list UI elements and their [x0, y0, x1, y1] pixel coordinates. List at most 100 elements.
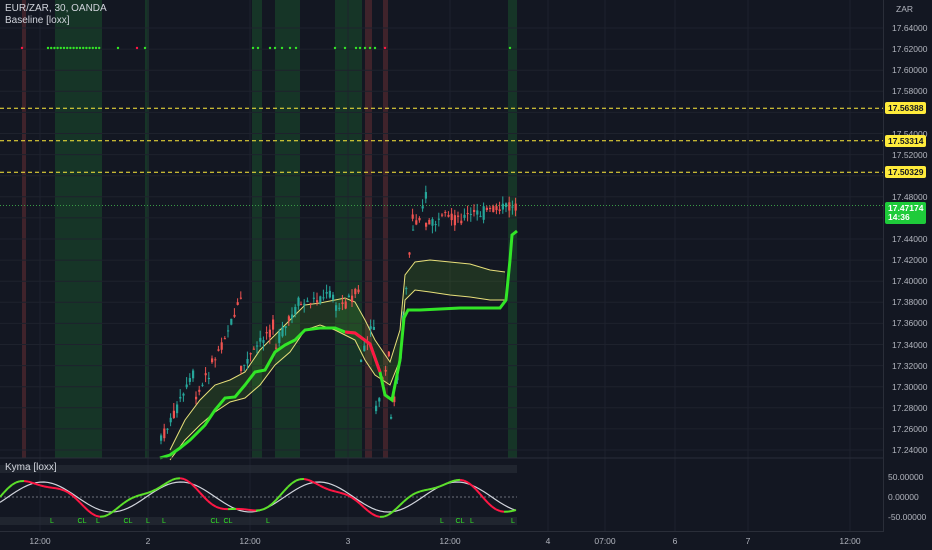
candle-body	[176, 404, 179, 414]
candle-body	[390, 416, 393, 419]
kyma-segment	[331, 489, 337, 493]
signal-dot	[88, 46, 91, 50]
kyma-segment	[279, 490, 285, 497]
kyma-segment	[27, 480, 33, 484]
price-axis[interactable]: ZAR 17.64000 17.62000 17.60000 17.58000 17.5…	[883, 0, 932, 532]
kyma-segment	[343, 492, 349, 497]
kyma-segment	[247, 508, 253, 512]
kyma-segment	[115, 505, 121, 511]
regime-stripe	[365, 0, 372, 458]
band-lower	[169, 289, 505, 461]
kyma-segment	[303, 478, 309, 481]
price-tick-label: 17.26000	[892, 423, 928, 434]
symbol-legend[interactable]: EUR/ZAR, 30, OANDA	[5, 3, 107, 14]
price-chart[interactable]: L CL L CL L L CL CL L L CL L L	[0, 0, 884, 532]
kyma-segment	[195, 487, 201, 494]
kyma-segment	[351, 496, 357, 502]
kyma-segment	[163, 481, 169, 486]
kyma-segment	[59, 488, 65, 492]
candle-body	[297, 297, 300, 306]
candle-body	[204, 373, 207, 376]
candle-body	[275, 347, 278, 349]
candle-body	[246, 359, 249, 364]
kyma-segment	[483, 497, 489, 504]
candle-body	[179, 396, 182, 399]
signal-dot	[62, 46, 66, 50]
candle-body	[363, 345, 366, 351]
signal-dot	[59, 46, 62, 50]
regime-stripe	[508, 0, 517, 458]
oscillator-tick-label: 0.00000	[888, 492, 919, 502]
signal-dot	[383, 46, 387, 50]
price-tick-label: 17.32000	[892, 360, 928, 371]
time-tick-label: 7	[745, 536, 751, 546]
time-tick-label: 12:00	[29, 536, 51, 546]
signal-label: L	[470, 518, 474, 525]
kyma-segment	[287, 482, 293, 488]
candle-body	[272, 319, 275, 330]
signal-label: CL	[456, 518, 465, 525]
candle-body	[405, 288, 408, 290]
kyma-segment	[419, 489, 425, 493]
kyma-segment	[439, 483, 445, 488]
candle-body	[482, 206, 485, 220]
baseline-bear-segment	[344, 330, 382, 373]
signal-label: L	[440, 518, 444, 525]
kyma-segment	[199, 492, 205, 498]
regime-stripe	[55, 0, 102, 458]
price-level-tag: 17.56388	[885, 102, 927, 115]
band-upper	[169, 259, 506, 451]
candle-body	[259, 337, 262, 342]
kyma-segment	[315, 482, 321, 487]
candle-body	[166, 428, 169, 430]
signal-dot	[354, 46, 358, 50]
kyma-segment	[307, 478, 313, 483]
indicator-legend[interactable]: Baseline [loxx]	[5, 15, 70, 26]
candle-body	[453, 215, 456, 226]
candle-body	[217, 349, 220, 351]
signal-dot	[66, 46, 69, 50]
kyma-segment	[411, 492, 417, 496]
regime-stripe	[383, 0, 388, 458]
candle-body	[316, 300, 319, 303]
chart-canvas[interactable]: L CL L CL L L CL CL L L CL L L	[0, 0, 884, 532]
baseline-line	[159, 229, 518, 460]
kyma-segment	[143, 491, 149, 495]
signal-dot	[53, 46, 56, 50]
signal-dot	[273, 46, 277, 50]
osc-top-band	[0, 465, 517, 473]
time-tick-label: 6	[672, 536, 678, 546]
regime-stripe	[252, 0, 262, 458]
candle-body	[172, 410, 175, 418]
time-axis[interactable]: 12:00 2 12:00 3 12:00 4 07:00 6 7 12:00	[0, 531, 884, 550]
candle-body	[393, 396, 396, 403]
candle-body	[479, 215, 482, 217]
kyma-segment	[95, 514, 101, 518]
kyma-segment	[31, 481, 37, 486]
candle-body	[268, 329, 271, 338]
kyma-segment	[107, 511, 113, 516]
candle-body	[284, 326, 287, 328]
kyma-segment	[355, 499, 361, 505]
oscillator-legend[interactable]: Kyma [loxx]	[5, 462, 57, 473]
candle-body	[473, 209, 476, 212]
candle-body	[287, 316, 290, 321]
candle-body	[309, 303, 312, 305]
kyma-segment	[459, 478, 465, 482]
candle-body	[384, 369, 387, 372]
candle-body	[450, 213, 453, 221]
kyma-segment	[423, 488, 429, 492]
kyma-segment	[471, 484, 477, 491]
candle-body	[163, 428, 166, 439]
signal-dot	[143, 46, 147, 50]
candle-body	[360, 359, 363, 363]
kyma-segment	[347, 494, 353, 499]
kyma-segment	[495, 508, 501, 513]
kyma-segment	[391, 508, 397, 514]
time-tick-label: 12:00	[439, 536, 461, 546]
kyma-segment	[151, 488, 157, 493]
signal-label: L	[146, 518, 150, 525]
kyma-segment	[427, 487, 433, 491]
candle-body	[344, 301, 347, 309]
time-tick-label: 12:00	[239, 536, 261, 546]
